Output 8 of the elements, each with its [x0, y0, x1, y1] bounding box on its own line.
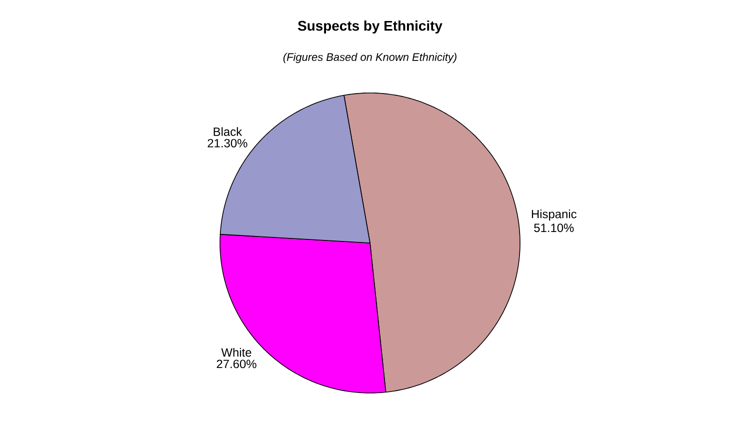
- data-label: 21.30%: [208, 138, 248, 148]
- chart-subtitle: (Figures Based on Known Ethnicity): [283, 52, 456, 64]
- chart-title: Suspects by Ethnicity: [298, 20, 442, 34]
- data-label: 51.10%: [534, 224, 574, 232]
- slice-label: White: [221, 348, 252, 357]
- slice-label: Black: [214, 127, 242, 136]
- slice-label: Hispanic: [532, 210, 576, 221]
- data-label: 27.60%: [216, 360, 256, 368]
